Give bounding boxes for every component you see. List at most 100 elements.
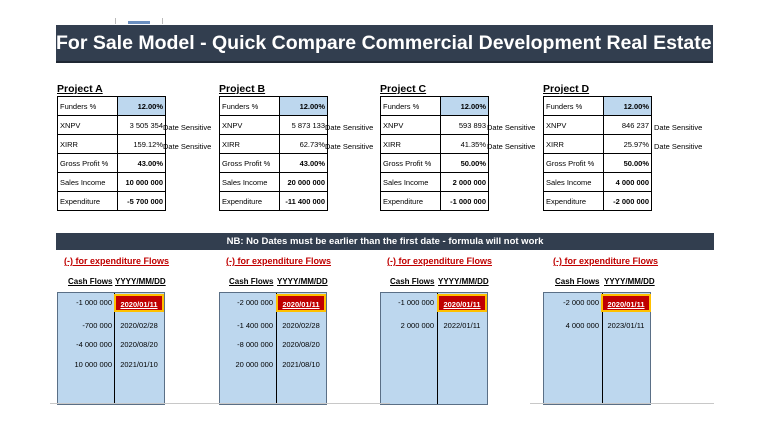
cash-flow-amount[interactable]: 4 000 000 xyxy=(565,321,599,330)
sales-income-value[interactable]: 4 000 000 xyxy=(603,172,652,192)
xirr-value[interactable]: 25.97% xyxy=(603,134,652,154)
table-row: Funders % 12.00% xyxy=(543,96,652,116)
project-c-block: Project C Funders % 12.00% XNPV 593 893 XI… xyxy=(380,82,489,211)
table-row: XIRR 41.35% xyxy=(380,134,489,154)
first-date-cell[interactable]: 2020/01/11 xyxy=(437,294,487,312)
xirr-date-sensitive-note: Date Sensitive xyxy=(325,142,374,151)
gross-profit-value[interactable]: 50.00% xyxy=(603,153,652,173)
page-title: For Sale Model - Quick Compare Commercia… xyxy=(56,25,713,63)
table-row: XNPV 5 873 133 xyxy=(219,115,328,135)
project-a-block: Project A Funders % 12.00% XNPV 3 505 354 … xyxy=(57,82,166,211)
cash-flow-amount[interactable]: -1 400 000 xyxy=(237,321,273,330)
xnpv-value[interactable]: 3 505 354 xyxy=(117,115,166,135)
sales-income-value[interactable]: 10 000 000 xyxy=(117,172,166,192)
cash-flow-date[interactable]: 2021/08/10 xyxy=(282,360,320,369)
cash-flow-date[interactable]: 2023/01/11 xyxy=(607,321,645,330)
sales-income-label: Sales Income xyxy=(57,172,118,192)
table-row: XIRR 62.73% xyxy=(219,134,328,154)
xnpv-label: XNPV xyxy=(219,115,280,135)
table-row: Gross Profit % 50.00% xyxy=(543,153,652,173)
cash-flow-amount[interactable]: -700 000 xyxy=(82,321,112,330)
expenditure-label: Expenditure xyxy=(543,191,604,211)
date-format-header: YYYY/MM/DD xyxy=(115,277,166,286)
cash-flow-date[interactable]: 2021/01/10 xyxy=(120,360,158,369)
gross-profit-value[interactable]: 43.00% xyxy=(279,153,328,173)
funders-input[interactable]: 12.00% xyxy=(440,96,489,116)
table-row: XIRR 159.12% xyxy=(57,134,166,154)
cash-flow-amount[interactable]: 20 000 000 xyxy=(235,360,273,369)
xirr-value[interactable]: 159.12% xyxy=(117,134,166,154)
xirr-date-sensitive-note: Date Sensitive xyxy=(654,142,703,151)
cash-flow-date[interactable]: 2020/08/20 xyxy=(282,340,320,349)
xnpv-value[interactable]: 846 237 xyxy=(603,115,652,135)
funders-input[interactable]: 12.00% xyxy=(603,96,652,116)
funders-input[interactable]: 12.00% xyxy=(117,96,166,116)
xnpv-value[interactable]: 593 893 xyxy=(440,115,489,135)
table-row: XNPV 846 237 xyxy=(543,115,652,135)
xirr-label: XIRR xyxy=(543,134,604,154)
xnpv-date-sensitive-note: Date Sensitive xyxy=(325,123,374,132)
expenditure-label: Expenditure xyxy=(57,191,118,211)
gross-profit-label: Gross Profit % xyxy=(219,153,280,173)
table-row: Gross Profit % 43.00% xyxy=(219,153,328,173)
xirr-value[interactable]: 41.35% xyxy=(440,134,489,154)
xnpv-date-sensitive-note: Date Sensitive xyxy=(487,123,536,132)
funders-label: Funders % xyxy=(219,96,280,116)
sales-income-label: Sales Income xyxy=(219,172,280,192)
first-date-cell[interactable]: 2020/01/11 xyxy=(601,294,651,312)
cash-flow-date[interactable]: 2022/01/11 xyxy=(443,321,481,330)
xirr-label: XIRR xyxy=(380,134,441,154)
xnpv-value[interactable]: 5 873 133 xyxy=(279,115,328,135)
project-d-block: Project D Funders % 12.00% XNPV 846 237 XI… xyxy=(543,82,652,211)
project-c-flow-note: (-) for expenditure Flows xyxy=(387,256,493,266)
gross-profit-label: Gross Profit % xyxy=(543,153,604,173)
cash-flow-date[interactable]: 2020/02/28 xyxy=(120,321,158,330)
funders-input[interactable]: 12.00% xyxy=(279,96,328,116)
cash-flows-header: Cash Flows xyxy=(390,277,435,286)
xirr-date-sensitive-note: Date Sensitive xyxy=(163,142,212,151)
project-a-table: Funders % 12.00% XNPV 3 505 354 XIRR 159.12… xyxy=(57,96,166,211)
first-date-cell[interactable]: 2020/01/11 xyxy=(114,294,164,312)
column-divider xyxy=(276,293,277,404)
funders-label: Funders % xyxy=(57,96,118,116)
expenditure-value[interactable]: -1 000 000 xyxy=(440,191,489,211)
cash-flow-date[interactable]: 2020/08/20 xyxy=(120,340,158,349)
expenditure-value[interactable]: -5 700 000 xyxy=(117,191,166,211)
cash-flow-amount[interactable]: 2 000 000 xyxy=(400,321,434,330)
xnpv-date-sensitive-note: Date Sensitive xyxy=(654,123,703,132)
table-row: Sales Income 10 000 000 xyxy=(57,172,166,192)
cash-flows-header: Cash Flows xyxy=(68,277,113,286)
cash-flow-amount[interactable]: -4 000 000 xyxy=(76,340,112,349)
expenditure-value[interactable]: -2 000 000 xyxy=(603,191,652,211)
sales-income-value[interactable]: 20 000 000 xyxy=(279,172,328,192)
project-c-title: Project C xyxy=(380,83,427,95)
xnpv-label: XNPV xyxy=(57,115,118,135)
table-row: Funders % 12.00% xyxy=(219,96,328,116)
table-row: XNPV 3 505 354 xyxy=(57,115,166,135)
first-date-cell[interactable]: 2020/01/11 xyxy=(276,294,326,312)
table-row: Sales Income 2 000 000 xyxy=(380,172,489,192)
xirr-label: XIRR xyxy=(219,134,280,154)
sales-income-label: Sales Income xyxy=(543,172,604,192)
cash-flow-amount[interactable]: -1 000 000 xyxy=(398,298,434,307)
cash-flow-amount[interactable]: -2 000 000 xyxy=(237,298,273,307)
project-b-title: Project B xyxy=(219,83,266,95)
cash-flow-amount[interactable]: -2 000 000 xyxy=(563,298,599,307)
column-divider xyxy=(114,293,115,404)
xirr-label: XIRR xyxy=(57,134,118,154)
cash-flow-amount[interactable]: -8 000 000 xyxy=(237,340,273,349)
gross-profit-value[interactable]: 50.00% xyxy=(440,153,489,173)
cash-flow-amount[interactable]: 10 000 000 xyxy=(74,360,112,369)
sheet-tab-indicator xyxy=(115,18,163,24)
xirr-value[interactable]: 62.73% xyxy=(279,134,328,154)
nb-warning-banner: NB: No Dates must be earlier than the fi… xyxy=(56,233,714,250)
table-row: XIRR 25.97% xyxy=(543,134,652,154)
project-b-table: Funders % 12.00% XNPV 5 873 133 XIRR 62.73%… xyxy=(219,96,328,211)
xnpv-label: XNPV xyxy=(543,115,604,135)
sales-income-value[interactable]: 2 000 000 xyxy=(440,172,489,192)
gross-profit-value[interactable]: 43.00% xyxy=(117,153,166,173)
cash-flow-amount[interactable]: -1 000 000 xyxy=(76,298,112,307)
project-d-flow-note: (-) for expenditure Flows xyxy=(553,256,659,266)
expenditure-value[interactable]: -11 400 000 xyxy=(279,191,328,211)
cash-flow-date[interactable]: 2020/02/28 xyxy=(282,321,320,330)
